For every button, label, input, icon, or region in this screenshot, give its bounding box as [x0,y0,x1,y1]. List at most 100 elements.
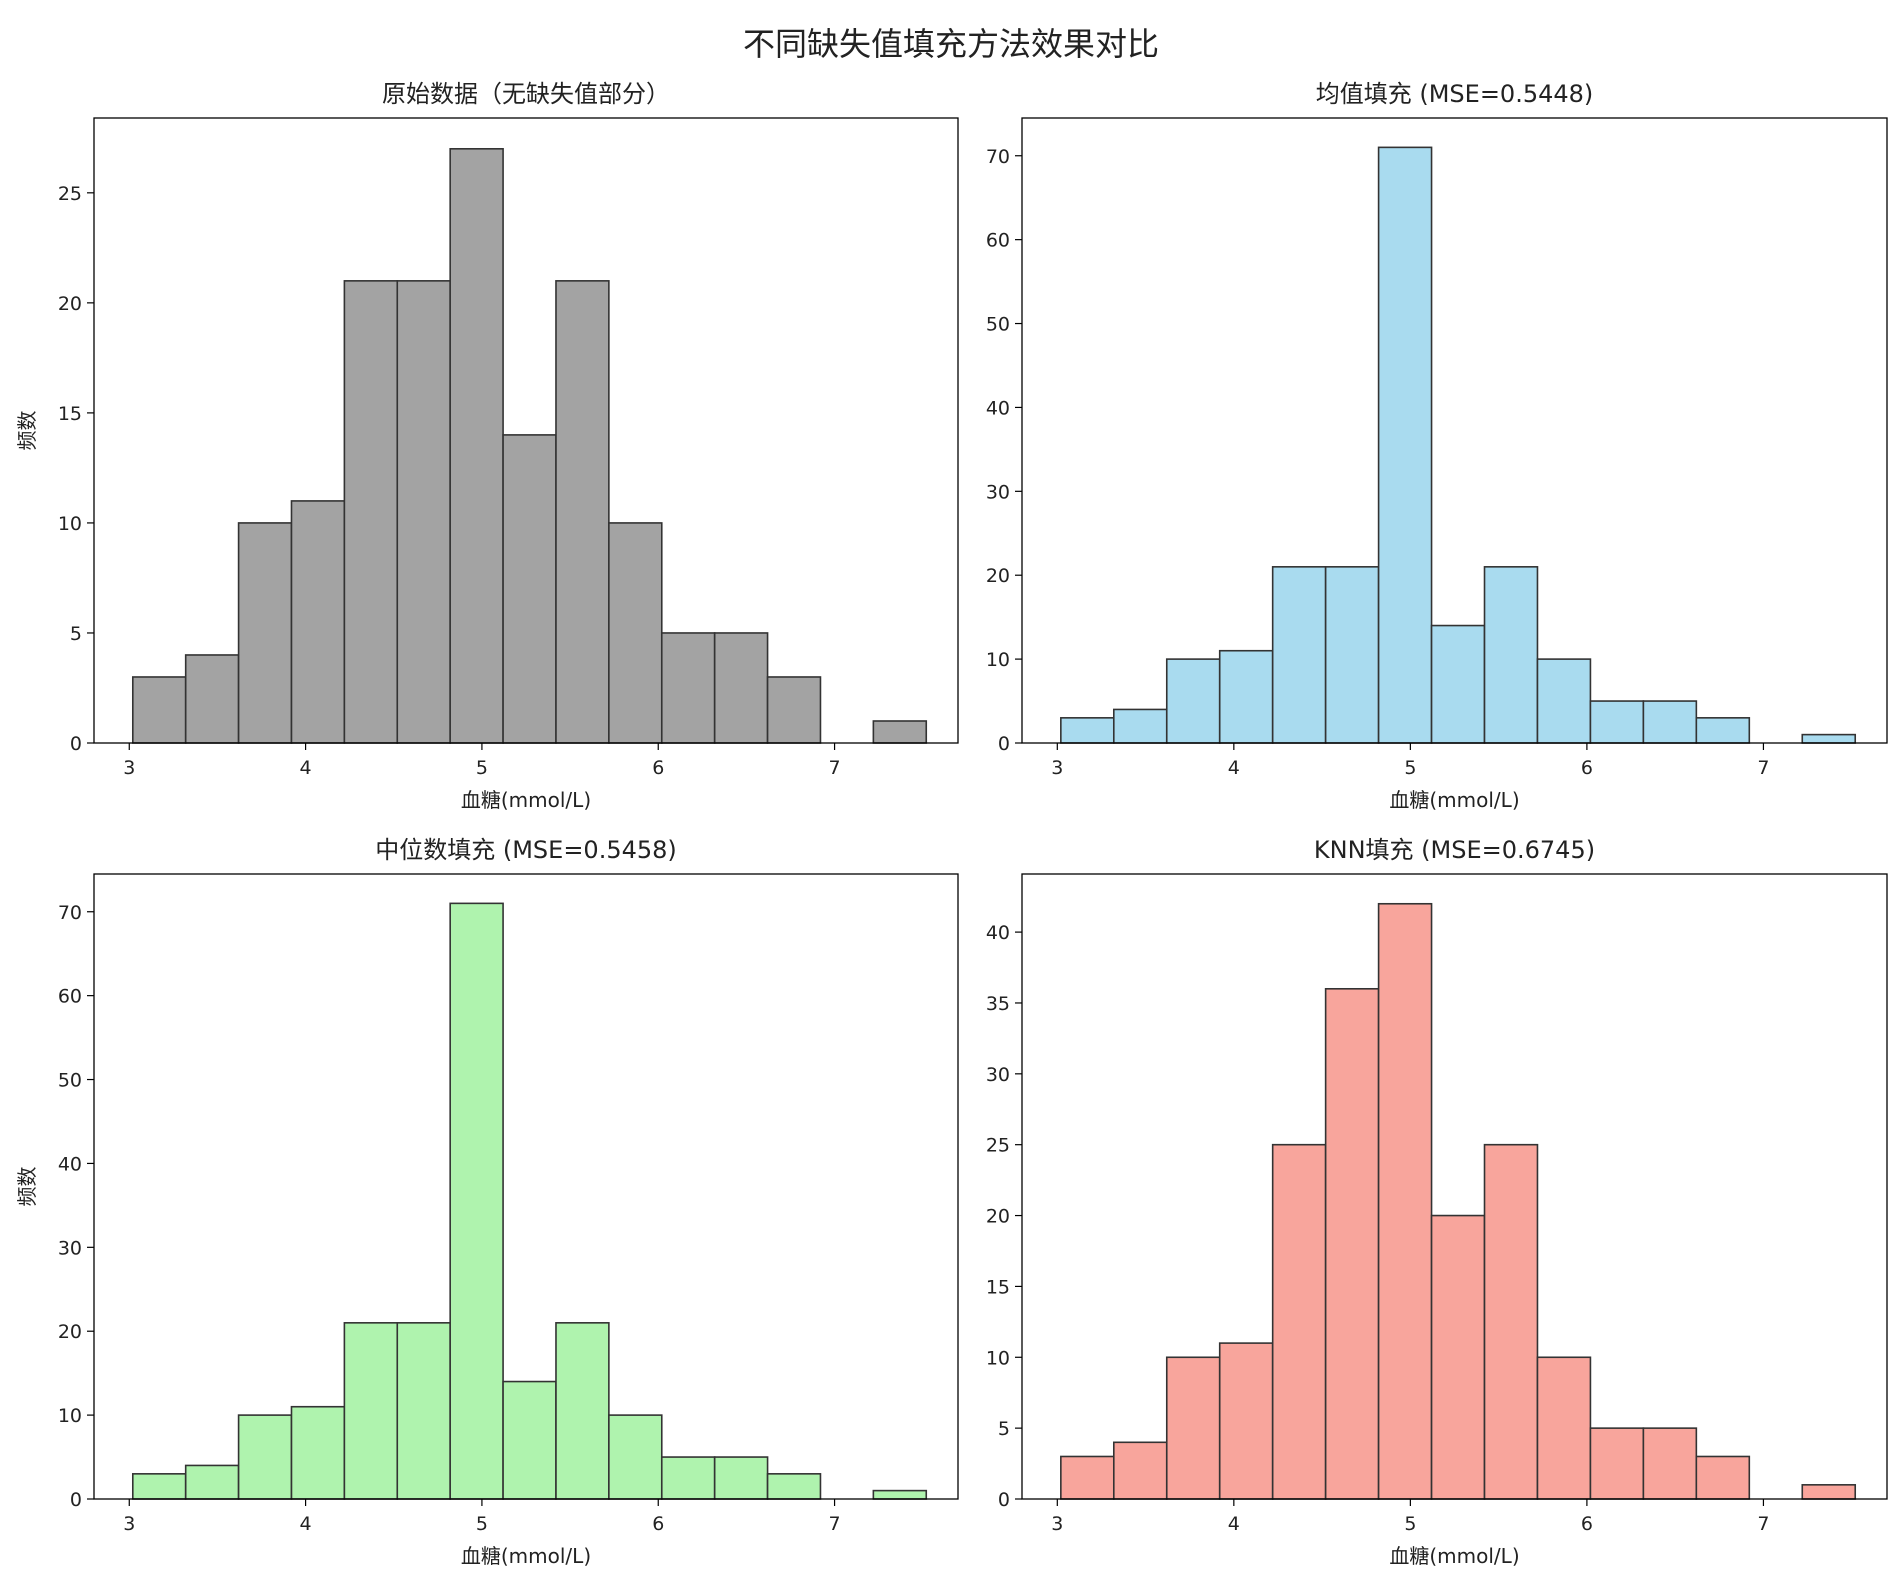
histogram-bar [237,522,293,744]
histogram-bar [449,902,504,1500]
histogram-bar [1536,658,1592,744]
y-tick-label: 15 [58,403,82,425]
figure-title: 不同缺失值填充方法效果对比 [743,25,1159,63]
y-tick-label: 70 [58,902,82,924]
y-tick-label: 15 [986,1276,1010,1298]
histogram-bar [1695,717,1751,744]
x-tick-label: 5 [1404,757,1416,779]
histogram-bar [1695,1455,1751,1500]
panel-title: 均值填充 (MSE=0.5448) [1316,80,1594,108]
histogram-bar [1324,566,1380,744]
histogram-bar [396,1322,451,1500]
histogram-bar [1112,708,1168,744]
axes-frame [93,117,959,744]
y-tick-label: 70 [986,146,1010,168]
histogram-bar [396,280,451,744]
y-tick-label: 30 [986,1064,1010,1086]
x-tick-label: 6 [652,1513,664,1535]
x-tick-label: 3 [1051,1513,1063,1535]
histogram-bar [1271,1143,1327,1500]
x-tick-label: 7 [1757,1513,1769,1535]
y-tick-label: 25 [58,183,82,205]
x-tick-label: 5 [476,757,488,779]
y-axis-label: 频数 [15,411,39,451]
y-tick-label: 10 [986,649,1010,671]
y-tick-label: 50 [986,314,1010,336]
histogram-bar [1483,1143,1539,1500]
histogram-bar [872,720,928,744]
axes-frame [93,873,959,1500]
y-tick-label: 60 [986,230,1010,252]
histogram-bar [608,1414,663,1500]
histogram-bar [1377,902,1433,1500]
histogram-bar [1589,700,1645,744]
histogram-bar [660,1456,716,1500]
y-tick-label: 40 [986,922,1010,944]
y-tick-label: 10 [58,513,82,535]
histogram-bar [343,280,399,744]
x-tick-label: 7 [829,757,841,779]
histogram-bar [1430,624,1486,744]
x-axis-label: 血糖(mmol/L) [461,1544,591,1568]
x-axis-label: 血糖(mmol/L) [461,788,591,812]
y-tick-label: 0 [70,733,82,755]
histogram-bar [555,1322,610,1500]
y-tick-label: 30 [58,1237,82,1259]
histogram-bar [555,280,610,744]
histogram-bar [290,1405,346,1500]
y-tick-label: 10 [58,1405,82,1427]
histogram-bar [1589,1427,1645,1500]
y-tick-label: 0 [70,1489,82,1511]
x-tick-label: 4 [1228,757,1240,779]
y-tick-label: 60 [58,986,82,1008]
histogram-bar [1060,1455,1115,1500]
histogram-bar [237,1414,293,1500]
y-tick-label: 20 [986,565,1010,587]
x-tick-label: 6 [1581,1513,1593,1535]
histogram-bar [1218,649,1274,744]
axes-frame [1021,873,1888,1500]
histogram-bar [1271,566,1327,744]
panel-title: KNN填充 (MSE=0.6745) [1314,836,1595,864]
histogram-bar [660,632,716,744]
histogram-bar [184,1464,240,1500]
histogram-bar [1430,1214,1486,1500]
x-tick-label: 4 [300,1513,312,1535]
histogram-panel-original: 3 4 5 6 7 0 5 10 15 20 25 原始数据（无缺失值部分） 血糖(mmol/L) 频数 [15,80,959,812]
y-tick-label: 5 [70,623,82,645]
panel-title: 原始数据（无缺失值部分） [382,80,670,108]
y-tick-label: 20 [58,293,82,315]
histogram-bar [1112,1441,1168,1500]
y-tick-label: 20 [986,1206,1010,1228]
y-tick-label: 0 [998,1489,1010,1511]
y-tick-label: 40 [58,1153,82,1175]
histogram-bar [502,1380,557,1500]
histogram-bar [608,522,663,744]
histogram-bar [1165,658,1221,744]
histogram-bar [1801,1484,1857,1500]
y-tick-label: 40 [986,397,1010,419]
x-tick-label: 3 [1051,757,1063,779]
histogram-bar [1165,1356,1221,1500]
histogram-bar [1324,987,1380,1500]
panel-title: 中位数填充 (MSE=0.5458) [375,836,677,864]
y-tick-label: 20 [58,1321,82,1343]
x-tick-label: 6 [652,757,664,779]
histogram-bar [1642,1427,1698,1500]
histogram-bar [502,434,557,744]
histogram-bar [1060,717,1115,744]
y-tick-label: 30 [986,481,1010,503]
histogram-bar [766,676,822,744]
histogram-bar [131,676,187,744]
histogram-bar [1483,566,1539,744]
histogram-bar [1377,146,1433,744]
histogram-panel-knn-fill: 3 4 5 6 7 0 5 10 15 20 25 30 35 40 KNN填充 (MSE=0.6745) 血… [986,836,1888,1568]
x-tick-label: 4 [300,757,312,779]
histogram-bar [343,1322,399,1500]
histogram-bar [1801,733,1857,744]
histogram-bar [1218,1342,1274,1500]
histogram-bar [1642,700,1698,744]
